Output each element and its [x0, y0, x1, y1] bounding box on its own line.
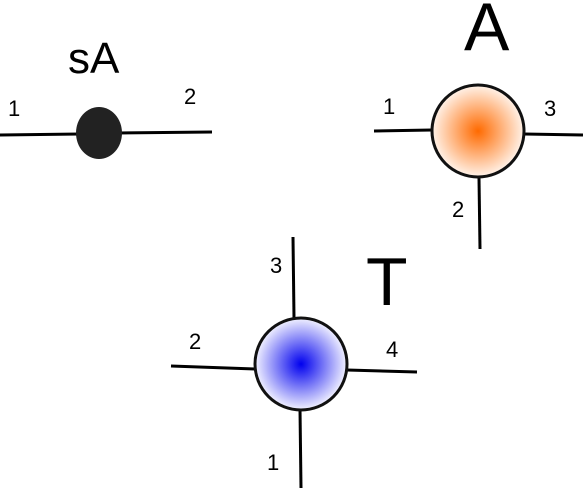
tensor-sa-group: sA 1 2 — [0, 34, 213, 159]
tensor-t-leg-4 — [346, 368, 418, 374]
tensor-a-port-label-2: 2 — [452, 197, 464, 222]
tensor-a-leg-1 — [373, 128, 433, 133]
tensor-t-leg-3 — [291, 236, 296, 319]
tensor-t-port-label-1: 1 — [267, 450, 279, 475]
tensor-t-port-label-4: 4 — [386, 337, 398, 362]
tensor-a-title: A — [464, 0, 510, 65]
tensor-t-port-label-3: 3 — [270, 253, 282, 278]
tensor-a-leg-3 — [523, 132, 583, 137]
tensor-t-leg-1 — [298, 408, 303, 488]
tensor-t-node — [253, 316, 349, 412]
tensor-a-leg-2 — [477, 177, 482, 250]
tensor-t-title: T — [366, 244, 408, 320]
tensor-t-port-label-2: 2 — [189, 329, 201, 354]
tensor-sa-port-label-2: 2 — [184, 84, 196, 109]
tensor-a-port-label-3: 3 — [544, 96, 556, 121]
tensor-sa-title: sA — [68, 34, 120, 83]
tensor-a-port-label-1: 1 — [383, 94, 395, 119]
tensor-t-leg-2 — [170, 364, 257, 371]
tensor-sa-node — [76, 107, 122, 159]
tensor-a-node — [430, 83, 526, 179]
tensor-a-group: A 1 3 2 — [373, 0, 583, 250]
tensor-sa-port-label-1: 1 — [8, 96, 20, 121]
tensor-t-group: T 3 2 4 1 — [170, 236, 418, 488]
tensor-sa-leg-2 — [117, 130, 213, 135]
tensor-sa-leg-1 — [0, 132, 81, 137]
